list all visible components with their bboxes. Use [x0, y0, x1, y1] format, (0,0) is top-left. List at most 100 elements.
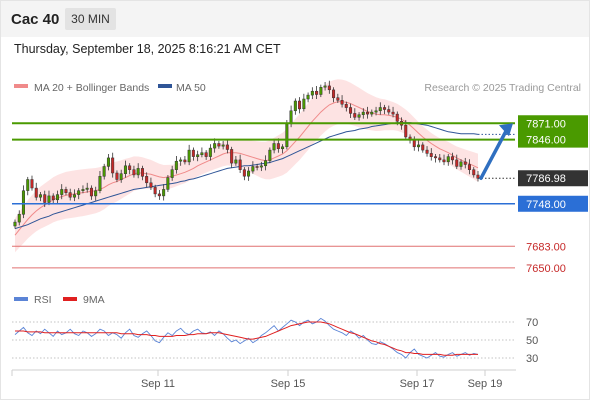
candle-body: [34, 187, 38, 198]
candle: [64, 186, 68, 196]
candle: [47, 190, 51, 206]
candle: [251, 161, 255, 174]
candle: [242, 167, 246, 181]
candle-body: [111, 157, 115, 174]
candle: [34, 182, 38, 201]
candle: [417, 139, 421, 152]
candle: [476, 171, 480, 182]
candle: [315, 85, 319, 100]
resistance-label: 7871.00: [526, 118, 566, 130]
candle-body: [349, 107, 353, 114]
candle: [332, 87, 336, 103]
candle-body: [47, 195, 51, 203]
candle-body: [153, 187, 157, 195]
candle: [77, 188, 81, 200]
candle-body: [221, 144, 225, 147]
candle-body: [157, 193, 161, 197]
candle: [438, 154, 442, 163]
candle: [191, 147, 195, 161]
price-legend: MA 20 + Bollinger Bands MA 50 Research ©…: [14, 82, 581, 94]
candle-body: [230, 149, 234, 164]
candle: [272, 139, 276, 154]
candle-body: [378, 107, 382, 112]
candle-body: [89, 187, 93, 197]
candle-body: [366, 111, 370, 115]
candle-body: [225, 144, 229, 150]
candle: [425, 146, 429, 157]
candle: [179, 157, 183, 166]
candle-body: [289, 110, 293, 125]
candle: [247, 167, 251, 181]
candle-body: [429, 153, 433, 157]
candle: [361, 108, 365, 119]
9ma-legend-swatch: [63, 297, 77, 301]
candle: [98, 171, 102, 194]
candle: [327, 80, 331, 94]
candle: [162, 184, 166, 201]
ma20-legend-label: MA 20 + Bollinger Bands: [34, 82, 149, 94]
candle-body: [255, 166, 259, 168]
candle-body: [293, 100, 297, 112]
candle: [111, 152, 115, 178]
candle-body: [302, 98, 306, 110]
candle-body: [391, 111, 395, 115]
candle-body: [412, 140, 416, 148]
candle-body: [242, 169, 246, 177]
candle-body: [17, 213, 21, 223]
candle: [378, 102, 382, 115]
candle: [357, 112, 361, 121]
candle: [187, 144, 191, 166]
rsi-tick-label: 30: [526, 353, 538, 365]
candle-body: [136, 168, 140, 176]
chart-canvas: MA 20 + Bollinger Bands MA 50 Research ©…: [11, 79, 588, 390]
candle-body: [162, 189, 166, 197]
candle-body: [238, 159, 242, 170]
candle: [225, 139, 229, 154]
projection-arrowhead: [499, 123, 513, 137]
candle-body: [446, 156, 450, 163]
price-levels: 7786.98 7748.00 7683.00 7650.00 7871.00 7846.…: [12, 115, 588, 275]
research-credit: Research © 2025 Trading Central: [424, 82, 581, 94]
candle: [302, 93, 306, 112]
rsi-line: [14, 317, 479, 359]
candle-body: [344, 104, 348, 108]
candle-body: [119, 173, 123, 180]
candle-body: [264, 160, 268, 167]
candle: [132, 165, 136, 178]
candle: [429, 148, 433, 161]
candle: [200, 147, 204, 158]
candle: [463, 157, 467, 169]
candle-body: [272, 143, 276, 151]
candle: [123, 160, 127, 178]
candle: [21, 185, 25, 219]
candle-body: [145, 176, 149, 184]
candle-body: [217, 143, 221, 147]
candle-body: [85, 187, 89, 190]
candle-body: [374, 110, 378, 113]
candle: [446, 154, 450, 166]
candle-body: [438, 157, 442, 161]
current-price-label: 7786.98: [526, 173, 566, 185]
timeframe-button[interactable]: 30 MIN: [65, 8, 116, 30]
candle-body: [357, 114, 361, 118]
candle: [115, 170, 119, 183]
candle: [196, 150, 200, 162]
candle: [55, 190, 59, 204]
candle: [349, 103, 353, 119]
x-axis: Sep 11 Sep 15 Sep 17 Sep 19: [141, 370, 502, 390]
candle-body: [455, 159, 459, 167]
candle-body: [327, 85, 331, 91]
candle: [387, 105, 391, 115]
candle: [119, 169, 123, 183]
candle-body: [204, 152, 208, 157]
candle-body: [459, 161, 463, 167]
ma20-legend-swatch: [14, 84, 28, 88]
x-tick-label: Sep 17: [400, 378, 435, 390]
candle: [213, 138, 217, 153]
rsi-legend: RSI 9MA: [14, 294, 105, 306]
candle-body: [315, 90, 319, 95]
candle: [106, 154, 110, 171]
candle-body: [268, 149, 272, 161]
candle-body: [276, 143, 280, 149]
candle-body: [38, 194, 42, 198]
